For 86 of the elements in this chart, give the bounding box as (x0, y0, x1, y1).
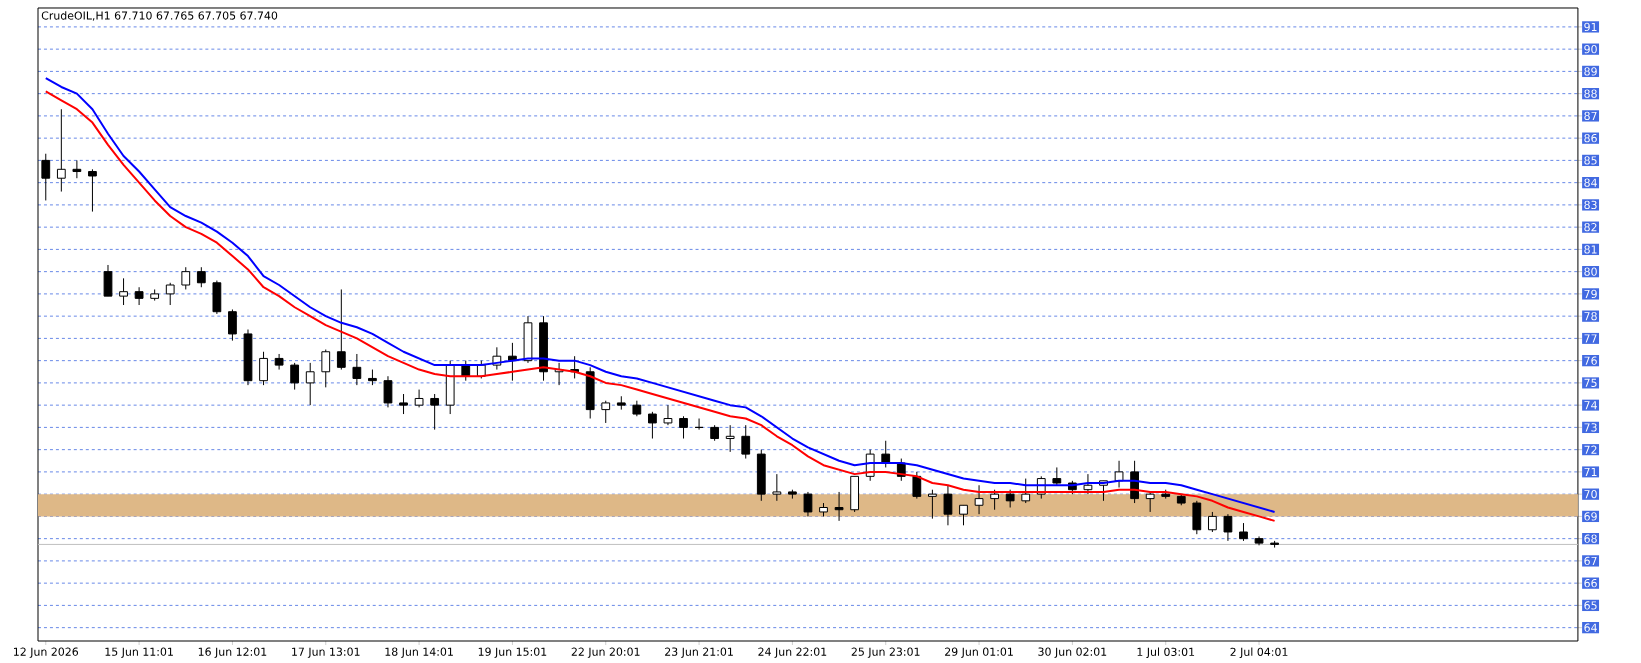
candlestick (399, 393, 408, 415)
candlestick (1207, 511, 1217, 533)
y-tick-label: 82 (1584, 223, 1597, 232)
x-tick-label: 30 Jun 02:01 (1038, 647, 1107, 658)
x-tick-label: 15 Jun 11:01 (105, 647, 173, 658)
candlestick (679, 415, 688, 440)
candlestick (772, 473, 782, 502)
y-tick-label: 86 (1584, 134, 1597, 143)
y-tick-label: 83 (1584, 200, 1597, 210)
candlestick (196, 266, 206, 288)
candlestick (1114, 460, 1124, 488)
y-tick-label: 91 (1584, 22, 1597, 32)
candlestick (741, 424, 751, 460)
x-tick-label: 25 Jun 23:01 (851, 647, 920, 658)
x-tick-label: 24 Jun 22:01 (758, 647, 827, 658)
y-tick-label: 73 (1584, 423, 1597, 432)
candlestick (803, 491, 813, 517)
candlestick (259, 351, 268, 386)
y-tick-label: 68 (1584, 534, 1597, 543)
chart-title: CrudeOIL,H1 67.710 67.765 67.705 67.740 (41, 11, 278, 21)
candlestick (383, 375, 393, 408)
candlestick (321, 349, 331, 388)
y-tick-label: 80 (1584, 267, 1597, 276)
candlestick (1223, 513, 1233, 542)
candlestick (974, 484, 984, 515)
y-tick-label: 74 (1584, 401, 1597, 410)
y-tick-label: 67 (1584, 556, 1597, 566)
candlestick (228, 308, 237, 342)
y-tick-label: 75 (1584, 378, 1597, 387)
candlestick (430, 393, 440, 431)
candlestick (352, 353, 362, 386)
candlestick (88, 168, 97, 213)
y-tick-label: 65 (1584, 601, 1597, 610)
x-tick-label: 2 Jul 04:01 (1230, 647, 1288, 659)
candlestick (181, 266, 191, 290)
x-tick-label: 16 Jun 12:01 (198, 647, 267, 658)
candlestick (663, 404, 673, 426)
candlestick (119, 277, 128, 306)
y-tick-label: 87 (1584, 111, 1597, 121)
x-tick-label: 12 Jun 2026 (14, 647, 79, 658)
candlestick (912, 471, 922, 500)
x-tick-label: 23 Jun 21:01 (665, 647, 733, 658)
y-tick-label: 64 (1584, 623, 1597, 632)
y-tick-label: 89 (1584, 67, 1597, 76)
y-tick-label: 76 (1584, 356, 1597, 365)
y-tick-label: 66 (1584, 579, 1597, 588)
candlestick (990, 489, 999, 511)
y-tick-label: 69 (1584, 512, 1597, 521)
candlestick (56, 108, 66, 193)
candlestick (648, 411, 657, 440)
x-tick-label: 1 Jul 03:01 (1137, 647, 1195, 659)
candlestick (134, 286, 144, 306)
candlestick (414, 389, 424, 408)
y-tick-label: 70 (1584, 490, 1597, 499)
y-tick-label: 85 (1584, 156, 1597, 165)
candlestick (274, 353, 284, 371)
candlestick (928, 489, 937, 520)
y-tick-label: 71 (1584, 467, 1597, 476)
candlestick (959, 504, 968, 526)
y-tick-label: 79 (1584, 289, 1597, 299)
x-tick-label: 29 Jun 01:01 (945, 647, 1013, 658)
y-tick-label: 78 (1584, 312, 1597, 321)
candlestick (1021, 478, 1031, 504)
y-tick-label: 72 (1584, 445, 1597, 454)
candlestick (943, 484, 953, 526)
x-tick-label: 18 Jun 14:01 (385, 647, 453, 658)
x-tick-label: 17 Jun 13:01 (292, 647, 360, 658)
candlestick (601, 400, 611, 424)
candlestick (41, 153, 51, 201)
candlestick (305, 362, 315, 406)
candlestick (834, 491, 844, 522)
candlestick (336, 288, 346, 371)
candlestick (1145, 491, 1155, 513)
candlestick (725, 424, 735, 453)
candlestick (290, 362, 300, 391)
x-tick-label: 22 Jun 20:01 (571, 647, 640, 658)
y-tick-label: 77 (1584, 334, 1597, 343)
y-tick-label: 88 (1584, 89, 1597, 98)
y-tick-label: 90 (1584, 45, 1597, 54)
x-tick-label: 19 Jun 15:01 (478, 647, 547, 658)
y-tick-label: 84 (1584, 178, 1597, 187)
candlestick (165, 282, 175, 306)
candlestick (72, 159, 82, 179)
y-tick-label: 81 (1584, 245, 1597, 254)
candlestick (881, 440, 891, 468)
candlestick (1083, 473, 1093, 495)
